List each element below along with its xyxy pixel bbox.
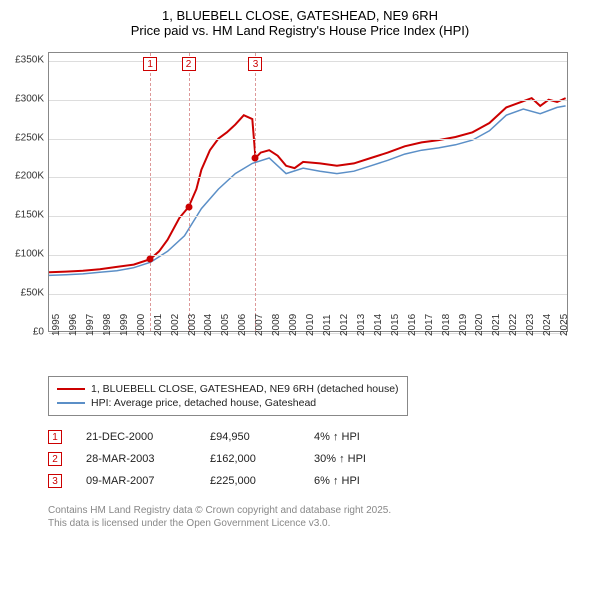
x-axis-label: 2024	[542, 314, 553, 336]
x-axis-label: 2011	[322, 314, 333, 336]
sales-marker-number: 3	[48, 474, 62, 488]
title-block: 1, BLUEBELL CLOSE, GATESHEAD, NE9 6RH Pr…	[0, 0, 600, 42]
x-axis-label: 2019	[458, 314, 469, 336]
x-axis-label: 1997	[85, 314, 96, 336]
x-axis-label: 2003	[187, 314, 198, 336]
x-axis-label: 2002	[170, 314, 181, 336]
x-axis-label: 2016	[407, 314, 418, 336]
x-axis-label: 2008	[271, 314, 282, 336]
sale-price: £94,950	[210, 431, 290, 443]
sales-row: 2 28-MAR-2003 £162,000 30% ↑ HPI	[48, 448, 600, 470]
gridline	[49, 177, 567, 178]
marker-dot	[185, 204, 192, 211]
x-axis-label: 2023	[525, 314, 536, 336]
sales-row: 1 21-DEC-2000 £94,950 4% ↑ HPI	[48, 426, 600, 448]
sale-date: 28-MAR-2003	[86, 453, 186, 465]
footer: Contains HM Land Registry data © Crown c…	[48, 504, 600, 530]
x-axis-label: 2009	[288, 314, 299, 336]
x-axis-label: 1995	[51, 314, 62, 336]
y-axis-label: £350K	[15, 54, 44, 65]
x-axis-label: 2021	[491, 314, 502, 336]
x-axis-label: 1998	[102, 314, 113, 336]
marker-vline	[255, 53, 256, 331]
title-subtitle: Price paid vs. HM Land Registry's House …	[0, 23, 600, 38]
sale-price: £225,000	[210, 475, 290, 487]
x-axis-label: 2013	[356, 314, 367, 336]
marker-dot	[252, 155, 259, 162]
y-axis-label: £250K	[15, 132, 44, 143]
gridline	[49, 139, 567, 140]
x-axis-label: 2000	[136, 314, 147, 336]
sale-diff: 30% ↑ HPI	[314, 453, 394, 465]
x-axis-label: 2007	[254, 314, 265, 336]
marker-vline	[189, 53, 190, 331]
y-axis-label: £300K	[15, 93, 44, 104]
sale-date: 09-MAR-2007	[86, 475, 186, 487]
sale-diff: 6% ↑ HPI	[314, 475, 394, 487]
legend-color-line	[57, 388, 85, 390]
gridline	[49, 294, 567, 295]
x-axis-label: 2006	[237, 314, 248, 336]
sales-marker-number: 2	[48, 452, 62, 466]
marker-vline	[150, 53, 151, 331]
chart-area: 1 2 3 £0 £50K £100K £150K £200K £250K £300K £350K…	[8, 42, 578, 372]
x-axis-label: 1996	[68, 314, 79, 336]
marker-box: 1	[143, 57, 157, 71]
title-address: 1, BLUEBELL CLOSE, GATESHEAD, NE9 6RH	[0, 8, 600, 23]
legend: 1, BLUEBELL CLOSE, GATESHEAD, NE9 6RH (d…	[48, 376, 408, 416]
marker-dot	[147, 256, 154, 263]
sales-marker-number: 1	[48, 430, 62, 444]
y-axis-label: £150K	[15, 210, 44, 221]
series-line	[49, 106, 566, 276]
sales-row: 3 09-MAR-2007 £225,000 6% ↑ HPI	[48, 470, 600, 492]
x-axis-label: 2012	[339, 314, 350, 336]
legend-item: HPI: Average price, detached house, Gate…	[57, 396, 399, 410]
y-axis-label: £100K	[15, 249, 44, 260]
x-axis-label: 2014	[373, 314, 384, 336]
y-axis-label: £50K	[21, 288, 44, 299]
x-axis-label: 2022	[508, 314, 519, 336]
marker-box: 2	[182, 57, 196, 71]
sales-table: 1 21-DEC-2000 £94,950 4% ↑ HPI 2 28-MAR-2003 £…	[48, 426, 600, 492]
gridline	[49, 100, 567, 101]
series-line	[49, 98, 566, 272]
footer-line1: Contains HM Land Registry data © Crown c…	[48, 504, 600, 517]
x-axis-label: 2001	[153, 314, 164, 336]
x-axis-label: 2010	[305, 314, 316, 336]
footer-line2: This data is licensed under the Open Gov…	[48, 517, 600, 530]
legend-color-line	[57, 402, 85, 404]
gridline	[49, 255, 567, 256]
x-axis-label: 2005	[220, 314, 231, 336]
x-axis-label: 2004	[203, 314, 214, 336]
legend-label: 1, BLUEBELL CLOSE, GATESHEAD, NE9 6RH (d…	[91, 383, 399, 395]
x-axis-label: 2025	[559, 314, 570, 336]
x-axis-label: 2020	[474, 314, 485, 336]
x-axis-label: 2017	[424, 314, 435, 336]
sale-diff: 4% ↑ HPI	[314, 431, 394, 443]
y-axis-label: £0	[33, 327, 44, 338]
x-axis-label: 2018	[441, 314, 452, 336]
marker-box: 3	[248, 57, 262, 71]
sale-date: 21-DEC-2000	[86, 431, 186, 443]
legend-label: HPI: Average price, detached house, Gate…	[91, 397, 316, 409]
x-axis-label: 1999	[119, 314, 130, 336]
x-axis-label: 2015	[390, 314, 401, 336]
y-axis-label: £200K	[15, 171, 44, 182]
gridline	[49, 216, 567, 217]
page: 1, BLUEBELL CLOSE, GATESHEAD, NE9 6RH Pr…	[0, 0, 600, 590]
chart-plot: 1 2 3	[48, 52, 568, 332]
sale-price: £162,000	[210, 453, 290, 465]
gridline	[49, 61, 567, 62]
legend-item: 1, BLUEBELL CLOSE, GATESHEAD, NE9 6RH (d…	[57, 382, 399, 396]
chart-svg	[49, 53, 569, 333]
